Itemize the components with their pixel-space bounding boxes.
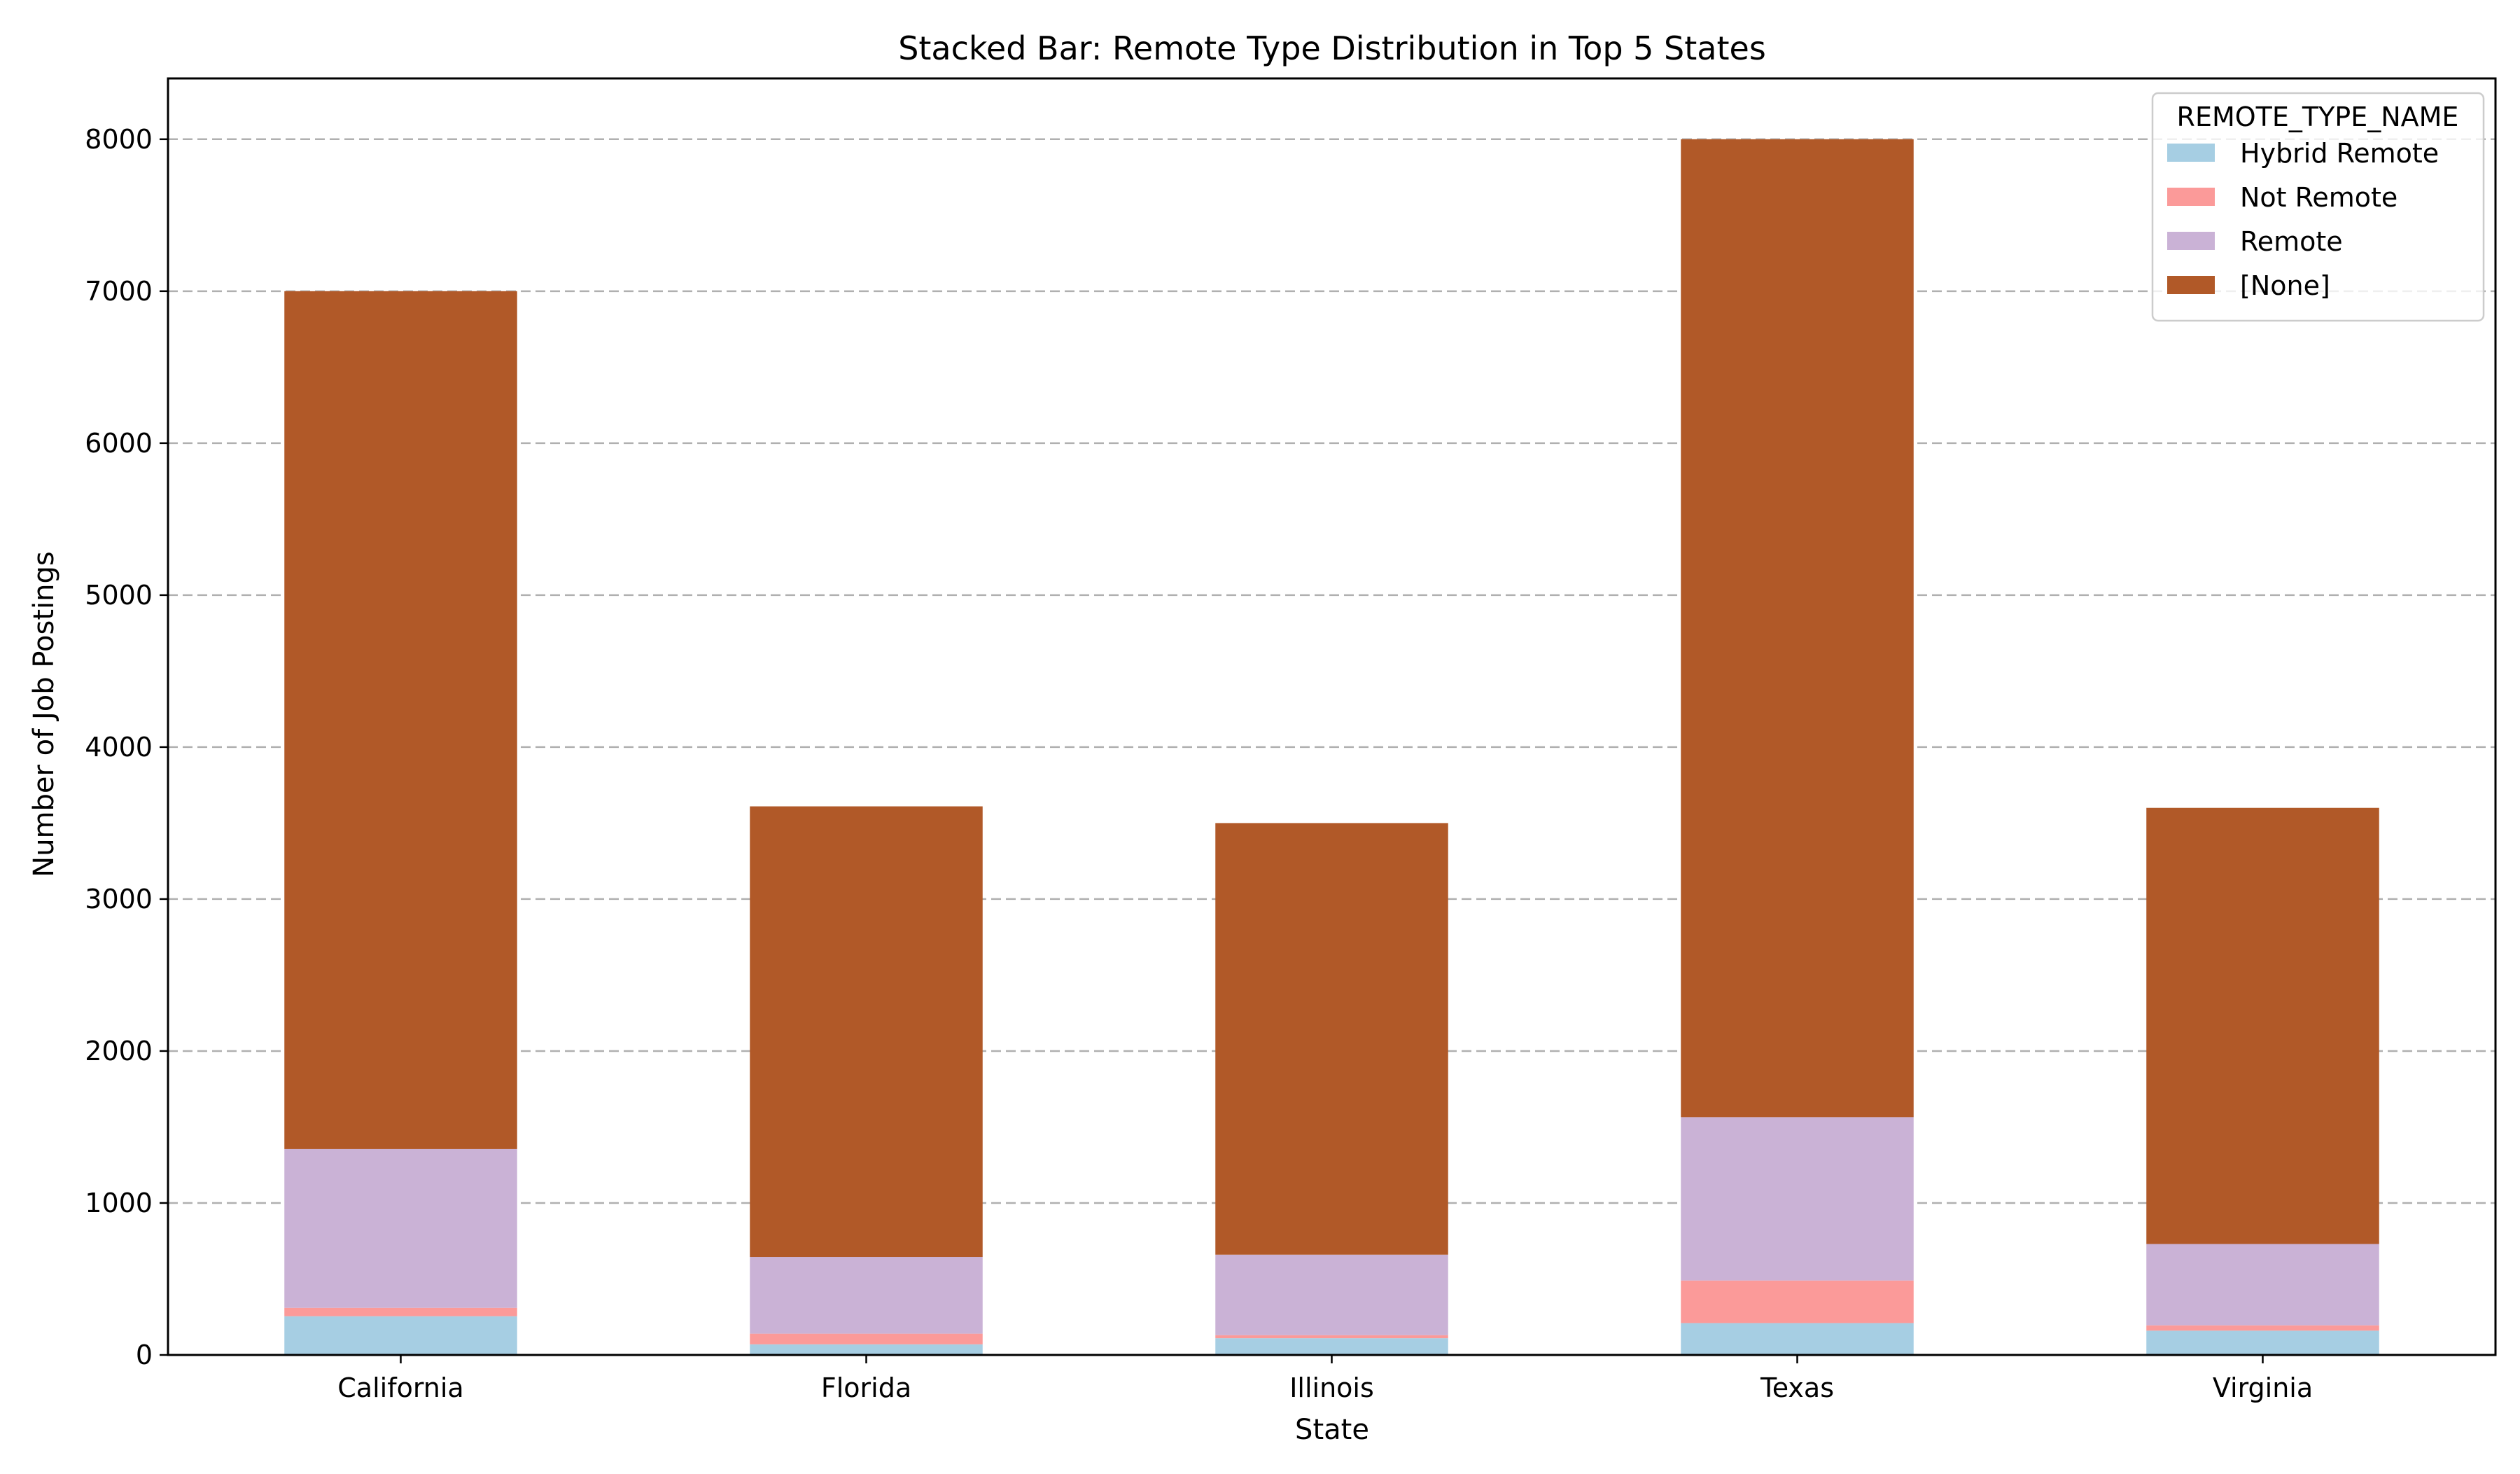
legend: REMOTE_TYPE_NAME Hybrid Remote Not Remote… (2151, 92, 2485, 322)
y-axis-label: Number of Job Postings (28, 551, 60, 877)
bar-segment (1681, 1323, 1914, 1355)
bar-segment (284, 1148, 517, 1308)
bar-segment (750, 1257, 983, 1334)
bar-segment (1215, 1254, 1448, 1335)
bar-segment (1215, 1338, 1448, 1355)
bar-segment (284, 291, 517, 1149)
x-tick-label: Illinois (1289, 1372, 1374, 1403)
x-tick-label: Florida (821, 1372, 911, 1403)
legend-swatch (2167, 276, 2215, 294)
bar-segment (284, 1307, 517, 1316)
legend-entry: Remote (2240, 226, 2343, 257)
bar-segment (750, 1344, 983, 1355)
y-tick-label: 8000 (85, 124, 153, 155)
legend-box (2151, 92, 2485, 322)
legend-swatch (2167, 232, 2215, 250)
bar-segment (1681, 1117, 1914, 1281)
y-tick-label: 2000 (85, 1036, 153, 1066)
y-tick-label: 6000 (85, 428, 153, 459)
y-tick-label: 4000 (85, 732, 153, 763)
y-tick-label: 7000 (85, 276, 153, 307)
y-tick-label: 0 (136, 1340, 153, 1370)
bar-segment (2146, 807, 2379, 1244)
x-tick-label: Virginia (2213, 1372, 2313, 1403)
x-axis-label: State (1295, 1414, 1369, 1446)
bar-segment (284, 1316, 517, 1355)
bar-segment (2146, 1244, 2379, 1326)
legend-entry: [None] (2240, 270, 2330, 301)
x-tick-label: California (337, 1372, 463, 1403)
y-tick-label: 5000 (85, 580, 153, 611)
legend-swatch (2167, 144, 2215, 162)
bar-segment (1215, 1335, 1448, 1339)
bar-segment (2146, 1330, 2379, 1355)
y-tick-label: 3000 (85, 884, 153, 915)
chart-title: Stacked Bar: Remote Type Distribution in… (898, 29, 1766, 67)
bar-segment (1215, 823, 1448, 1255)
legend-swatch (2167, 188, 2215, 206)
x-tick-label: Texas (1760, 1372, 1834, 1403)
bar-segment (750, 1333, 983, 1344)
bar-segment (1681, 1280, 1914, 1323)
legend-entry: Hybrid Remote (2240, 138, 2439, 169)
bar-segment (750, 806, 983, 1258)
legend-entry: Not Remote (2240, 182, 2398, 213)
y-tick-label: 1000 (85, 1188, 153, 1218)
bar-segment (2146, 1325, 2379, 1331)
bar-segment (1681, 139, 1914, 1118)
legend-title: REMOTE_TYPE_NAME (2177, 102, 2459, 132)
